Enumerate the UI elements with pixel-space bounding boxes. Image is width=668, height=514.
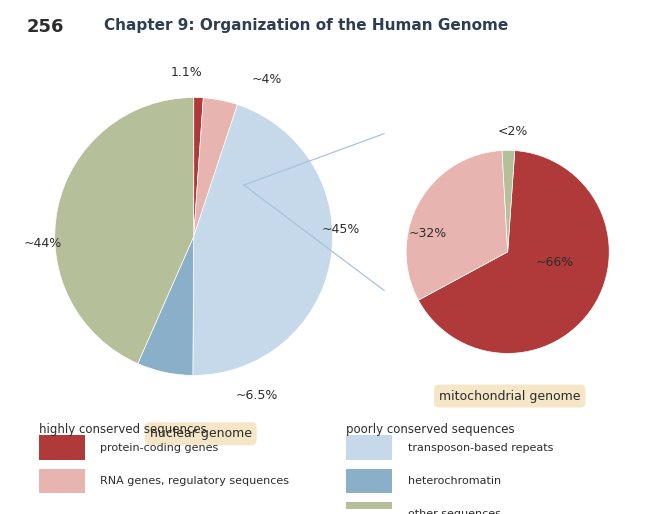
Text: highly conserved sequences: highly conserved sequences: [39, 423, 207, 436]
Text: nuclear genome: nuclear genome: [150, 427, 252, 440]
Wedge shape: [194, 98, 203, 236]
Wedge shape: [406, 151, 508, 300]
Text: ~44%: ~44%: [23, 237, 61, 250]
Text: ~45%: ~45%: [321, 223, 360, 236]
Text: transposon-based repeats: transposon-based repeats: [407, 443, 553, 453]
Bar: [346, 469, 392, 493]
Wedge shape: [194, 98, 238, 236]
Text: other sequences: other sequences: [407, 509, 500, 514]
Wedge shape: [418, 151, 609, 354]
Bar: [346, 502, 392, 514]
Text: Chapter 9: Organization of the Human Genome: Chapter 9: Organization of the Human Gen…: [104, 18, 508, 33]
Text: ~4%: ~4%: [252, 74, 283, 86]
Text: poorly conserved sequences: poorly conserved sequences: [346, 423, 515, 436]
Wedge shape: [502, 150, 515, 252]
Bar: [39, 435, 85, 460]
Text: ~32%: ~32%: [409, 227, 447, 240]
Text: 256: 256: [27, 18, 64, 36]
Text: ~6.5%: ~6.5%: [235, 389, 278, 402]
Text: ~66%: ~66%: [536, 255, 574, 268]
Text: 1.1%: 1.1%: [171, 66, 202, 80]
Wedge shape: [193, 104, 333, 375]
Bar: [346, 435, 392, 460]
Bar: [39, 469, 85, 493]
Text: mitochondrial genome: mitochondrial genome: [439, 390, 580, 402]
Wedge shape: [55, 98, 194, 363]
Text: protein-coding genes: protein-coding genes: [100, 443, 218, 453]
Text: heterochromatin: heterochromatin: [407, 476, 501, 486]
Wedge shape: [138, 236, 194, 375]
Text: RNA genes, regulatory sequences: RNA genes, regulatory sequences: [100, 476, 289, 486]
Text: <2%: <2%: [498, 125, 528, 138]
